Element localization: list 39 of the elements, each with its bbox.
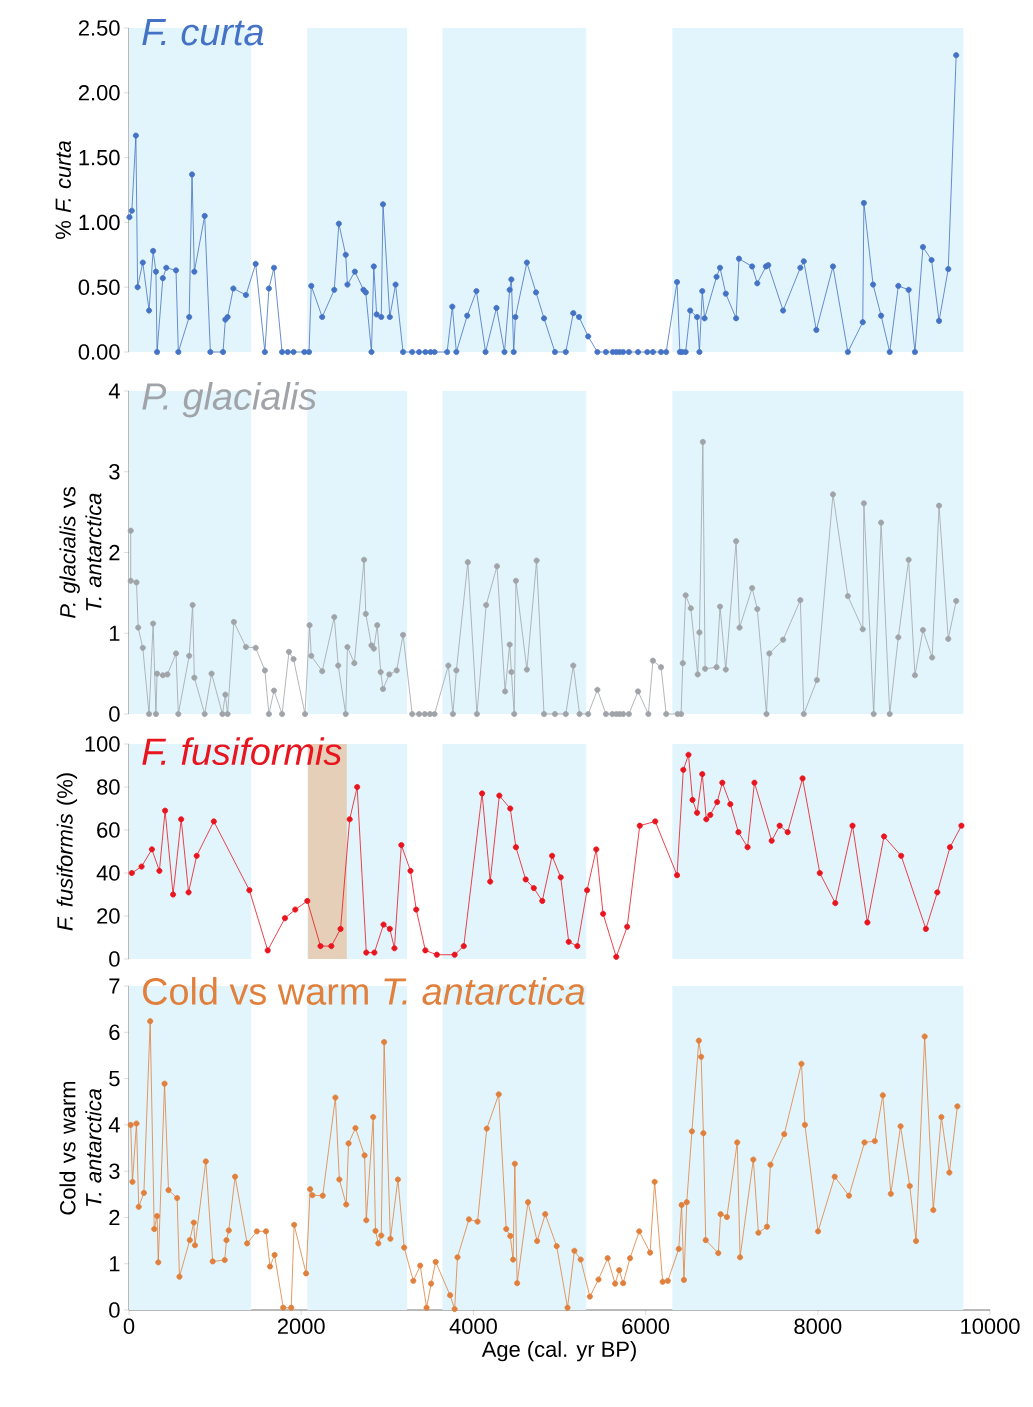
- x-tick-label: 6000: [622, 1318, 670, 1335]
- y-axis-title: Cold vs warm T. antarctica: [59, 1081, 102, 1215]
- x-tick-label: 2000: [277, 1318, 325, 1335]
- chart-title: Cold vs warm T. antarctica: [143, 977, 585, 1005]
- y-tick-label: 0: [109, 706, 120, 722]
- y-tick-label: 1.50: [79, 149, 120, 166]
- y-tick-label: 2.50: [78, 20, 120, 36]
- y-tick-label: 60: [97, 822, 120, 838]
- y-tick-label: 1.00: [79, 214, 120, 231]
- y-tick-label: 5: [109, 1070, 120, 1087]
- y-tick-label: 6: [109, 1024, 120, 1041]
- x-axis-title: Age (cal. yr BP): [481, 1340, 636, 1362]
- x-tick-label: 8000: [794, 1318, 842, 1335]
- y-tick-label: 0: [109, 951, 120, 967]
- y-tick-label: 2: [109, 1209, 120, 1226]
- y-tick-label: 0.50: [78, 279, 120, 295]
- y-tick-label: 0: [109, 1302, 120, 1318]
- y-tick-label: 2: [109, 544, 120, 561]
- y-tick-label: 4: [108, 1117, 120, 1133]
- x-tick-label: 4000: [449, 1318, 497, 1335]
- y-tick-label: 3: [109, 464, 120, 480]
- y-tick-label: 20: [97, 908, 120, 924]
- chart-title: P. glacialis: [142, 382, 317, 418]
- x-tick-label: 10000: [961, 1318, 1020, 1335]
- y-tick-label: 80: [97, 779, 120, 795]
- y-tick-label: 3: [109, 1163, 120, 1179]
- chart-title: F. curta: [142, 19, 264, 46]
- y-tick-label: 1: [109, 1256, 120, 1272]
- y-tick-label: 4: [108, 383, 120, 399]
- y-tick-label: 7: [109, 978, 120, 994]
- y-tick-label: 0.00: [78, 344, 120, 360]
- y-tick-label: 2.00: [78, 85, 120, 101]
- y-tick-label: 100: [85, 736, 120, 752]
- y-tick-label: 40: [96, 865, 120, 881]
- x-tick-label: 0: [123, 1318, 135, 1335]
- y-axis-title: % F. curta: [55, 141, 71, 239]
- chart-title: F. fusiformis: [142, 737, 342, 766]
- y-axis-title: F. fusiformis (%): [56, 773, 78, 931]
- y-tick-label: 1: [109, 625, 120, 641]
